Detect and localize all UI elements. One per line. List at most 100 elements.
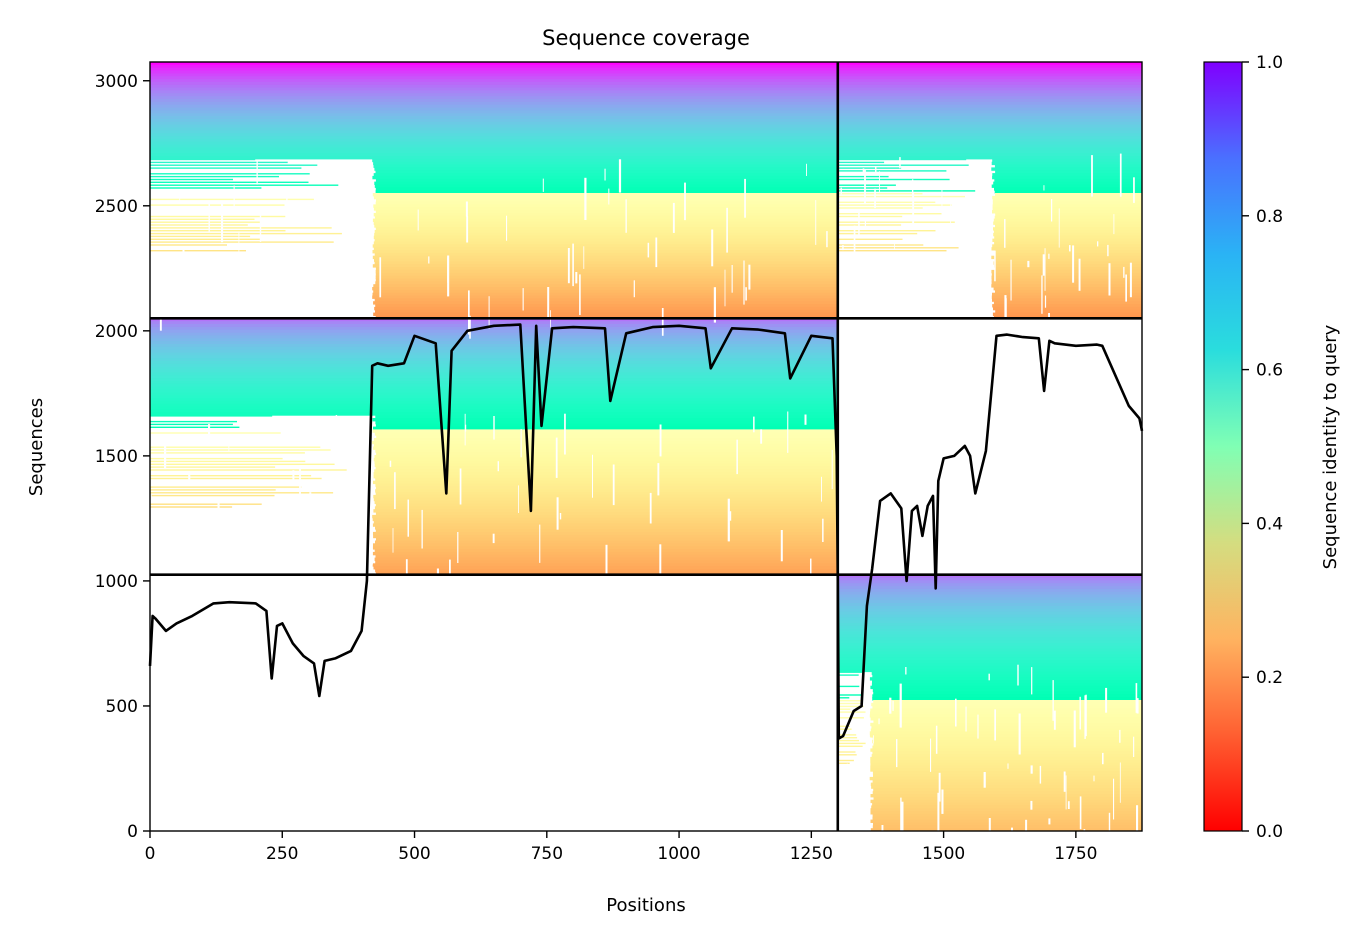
coverage-strip — [150, 375, 838, 379]
coverage-strip — [150, 332, 838, 336]
coverage-strip — [150, 187, 262, 189]
coverage-strip — [372, 295, 838, 299]
coverage-strip — [373, 161, 838, 166]
coverage-strip — [373, 247, 838, 251]
coverage-strip — [837, 81, 1142, 86]
gap-mark — [547, 287, 550, 318]
y-tick-label: 1000 — [95, 572, 138, 592]
gap-mark — [1067, 801, 1070, 809]
coverage-strip — [837, 600, 1142, 604]
coverage-strip — [837, 623, 1142, 627]
gap-mark — [618, 159, 622, 193]
coverage-strip — [150, 369, 838, 373]
coverage-strip — [375, 304, 838, 308]
coverage-strip — [871, 682, 1142, 687]
gap-mark — [493, 416, 495, 440]
coverage-strip — [873, 822, 1142, 826]
gap-mark — [575, 272, 578, 284]
gap-mark — [218, 291, 220, 308]
coverage-strip — [871, 754, 1142, 758]
coverage-strip — [837, 597, 1142, 601]
coverage-strip — [150, 221, 261, 223]
coverage-strip — [375, 540, 838, 544]
coverage-strip — [872, 825, 1142, 829]
gap-mark — [625, 199, 627, 233]
coverage-strip — [994, 235, 1142, 240]
coverage-strip — [375, 178, 838, 183]
coverage-strip — [837, 144, 1142, 148]
gap-mark — [946, 313, 949, 349]
colorbar-tick-label: 1.0 — [1256, 53, 1283, 73]
coverage-strip — [870, 811, 1142, 815]
coverage-strip — [373, 204, 838, 208]
coverage-strip — [837, 70, 1142, 74]
coverage-strip — [837, 631, 1142, 635]
coverage-strip — [993, 232, 1142, 237]
coverage-strip — [837, 238, 903, 240]
coverage-strip — [837, 668, 1142, 673]
gap-mark — [368, 200, 370, 208]
coverage-strip — [150, 158, 256, 161]
coverage-strip — [837, 156, 1142, 160]
gap-mark — [1133, 736, 1135, 757]
gap-mark — [973, 197, 975, 209]
coverage-strip — [992, 204, 1142, 208]
coverage-strip — [150, 87, 838, 91]
gap-mark — [1107, 244, 1109, 257]
gap-mark — [684, 182, 686, 221]
coverage-strip — [375, 489, 838, 493]
gap-mark — [959, 279, 962, 300]
coverage-strip — [150, 79, 838, 83]
gap-mark — [182, 246, 185, 283]
gap-mark — [984, 225, 986, 262]
gap-mark — [633, 280, 635, 298]
gap-mark — [956, 184, 958, 190]
gap-mark — [896, 739, 898, 768]
y-axis-label: Sequences — [26, 398, 47, 496]
colorbar-tick-label: 0.0 — [1256, 822, 1283, 842]
coverage-strip — [837, 104, 1142, 109]
coverage-strip — [375, 449, 838, 453]
gap-mark — [584, 177, 587, 220]
coverage-strip — [837, 628, 1142, 633]
coverage-strip — [991, 284, 1142, 288]
coverage-strip — [873, 719, 1142, 724]
gap-mark — [821, 476, 822, 502]
coverage-strip — [150, 116, 838, 120]
coverage-strip — [150, 121, 838, 126]
gap-mark — [941, 789, 944, 814]
coverage-strip — [150, 469, 347, 471]
coverage-strip — [150, 361, 838, 365]
coverage-strip — [375, 486, 838, 490]
coverage-strip — [373, 509, 838, 513]
coverage-strip — [837, 121, 1142, 126]
gap-mark — [846, 763, 848, 779]
coverage-strip — [372, 523, 838, 527]
gap-mark — [159, 289, 162, 331]
coverage-strip — [375, 272, 838, 277]
gap-mark — [488, 296, 490, 329]
coverage-strip — [376, 452, 838, 456]
coverage-strip — [375, 466, 838, 470]
coverage-strip — [837, 170, 947, 172]
gap-mark — [987, 216, 989, 228]
coverage-strip — [150, 366, 838, 371]
gap-mark — [1105, 687, 1108, 713]
coverage-strip — [837, 754, 857, 756]
coverage-strip — [150, 67, 838, 72]
gap-mark — [935, 725, 938, 754]
coverage-strip — [150, 400, 838, 405]
coverage-strip — [150, 381, 838, 385]
gap-mark — [849, 290, 851, 331]
coverage-strip — [150, 398, 838, 402]
gap-mark — [874, 188, 876, 209]
coverage-strip — [870, 762, 1142, 766]
y-tick-label: 3000 — [95, 72, 138, 92]
coverage-strip — [837, 187, 888, 189]
coverage-strip — [150, 372, 838, 376]
coverage-strip — [373, 235, 838, 240]
coverage-strip — [870, 828, 1142, 831]
coverage-strip — [150, 406, 838, 410]
coverage-strip — [375, 526, 838, 530]
coverage-strip — [869, 768, 1142, 772]
